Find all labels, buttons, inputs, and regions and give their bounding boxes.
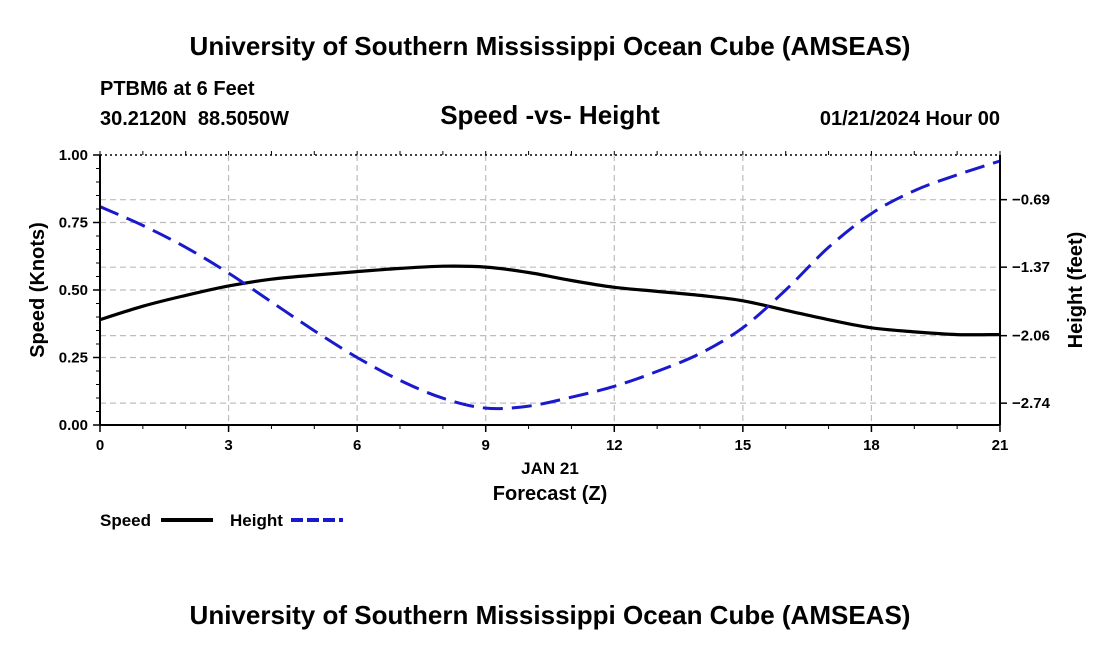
x-tick-label-0: 0 bbox=[96, 437, 104, 454]
series-lines bbox=[99, 159, 1001, 411]
x-tick-label-2: 6 bbox=[353, 437, 361, 454]
chart-subtitle: Speed -vs- Height bbox=[440, 100, 660, 130]
x-tick-label-3: 9 bbox=[482, 437, 490, 454]
tick-labels: 0 3 6 9 12 15 18 21 0.00 0.25 0.50 0.75 1.00 −0.69 −1.… bbox=[59, 147, 1051, 454]
y-right-tick-label-0: −0.69 bbox=[1012, 192, 1050, 209]
x-tick-label-6: 18 bbox=[863, 437, 880, 454]
chart-title: University of Southern Mississippi Ocean… bbox=[190, 31, 911, 61]
x-tick-label-4: 12 bbox=[606, 437, 623, 454]
y-left-tick-label-3: 0.75 bbox=[59, 215, 88, 232]
legend-label-speed: Speed bbox=[100, 511, 151, 530]
y-right-tick-label-1: −1.37 bbox=[1012, 259, 1050, 276]
location-label: 30.2120N 88.5050W bbox=[100, 108, 289, 130]
series-line-speed bbox=[99, 264, 1001, 337]
series-line-height bbox=[99, 159, 1001, 411]
y-right-tick-label-2: −2.06 bbox=[1012, 328, 1050, 345]
grid-lines bbox=[100, 154, 1000, 425]
x-tick-label-1: 3 bbox=[224, 437, 232, 454]
y-left-tick-label-2: 0.50 bbox=[59, 282, 88, 299]
y-left-tick-label-1: 0.25 bbox=[59, 350, 88, 367]
x-axis-date-label: JAN 21 bbox=[521, 459, 579, 478]
station-label: PTBM6 at 6 Feet bbox=[100, 78, 255, 100]
legend: Speed Height bbox=[100, 511, 343, 530]
y-axis-left-label: Speed (Knots) bbox=[27, 222, 49, 358]
legend-label-height: Height bbox=[230, 511, 283, 530]
axes bbox=[93, 151, 1007, 432]
forecast-date: 01/21/2024 Hour 00 bbox=[820, 108, 1000, 130]
y-left-tick-label-4: 1.00 bbox=[59, 147, 88, 164]
x-tick-label-5: 15 bbox=[735, 437, 752, 454]
x-axis-label: Forecast (Z) bbox=[493, 483, 607, 505]
y-axis-right-label: Height (feet) bbox=[1065, 232, 1087, 349]
y-right-tick-label-3: −2.74 bbox=[1012, 395, 1051, 412]
y-left-tick-label-0: 0.00 bbox=[59, 417, 88, 434]
footer-title: University of Southern Mississippi Ocean… bbox=[190, 600, 911, 630]
x-tick-label-7: 21 bbox=[992, 437, 1009, 454]
